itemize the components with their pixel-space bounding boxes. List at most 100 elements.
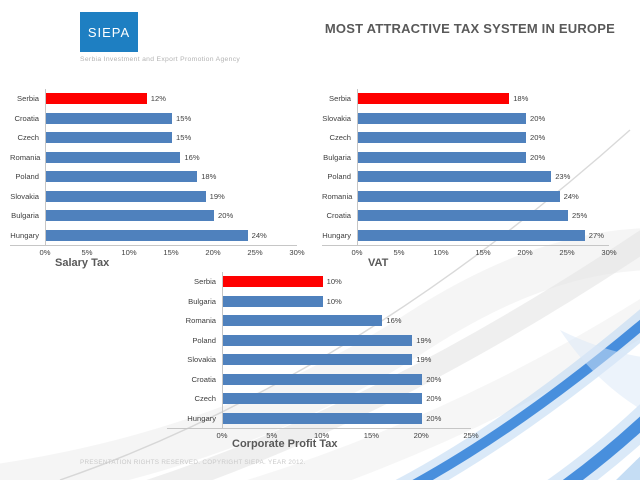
- x-axis-tick-label: 15%: [475, 248, 491, 257]
- bar-track: 20%: [222, 389, 517, 409]
- value-label: 20%: [426, 374, 442, 384]
- x-axis-tick-label: 20%: [205, 248, 221, 257]
- bar-row: Bulgaria 10%: [167, 291, 471, 311]
- bar-track: 19%: [45, 186, 343, 206]
- bar: [46, 229, 248, 241]
- value-label: 16%: [184, 152, 200, 162]
- bar-row: Slovakia 19%: [10, 186, 297, 206]
- bar-track: 12%: [45, 89, 343, 109]
- bar-track: 27%: [357, 225, 640, 245]
- x-axis-tick-label: 30%: [289, 248, 305, 257]
- category-label: Hungary: [322, 230, 351, 240]
- bar-row: Hungary 20%: [167, 408, 471, 428]
- category-label: Czech: [17, 133, 39, 143]
- bar-row: Poland 23%: [322, 167, 609, 187]
- x-axis-tick-label: 10%: [433, 248, 449, 257]
- value-label: 20%: [426, 413, 442, 423]
- copyright-footer: PRESENTATION RIGHTS RESERVED. COPYRIGHT …: [80, 459, 306, 466]
- category-label: Hungary: [187, 413, 216, 423]
- x-axis-tick-label: 0%: [351, 248, 363, 257]
- bar-row: Croatia 15%: [10, 108, 297, 128]
- corporate-profit-tax-chart-title: Corporate Profit Tax: [232, 438, 338, 450]
- highlighted-bar: [358, 93, 510, 105]
- bar-track: 20%: [45, 206, 343, 226]
- salary-tax-chart: Serbia 12% Croatia 15% Czech 15% Romania 16% Pol…: [10, 89, 310, 269]
- bar-track: 16%: [45, 147, 343, 167]
- bar-row: Bulgaria 20%: [322, 147, 609, 167]
- category-label: Serbia: [194, 277, 216, 287]
- value-label: 20%: [530, 152, 546, 162]
- category-label: Bulgaria: [323, 152, 351, 162]
- vat-chart-title: VAT: [368, 257, 389, 269]
- x-axis-tick-label: 5%: [266, 431, 278, 440]
- bar: [223, 373, 423, 385]
- x-axis-tick-label: 0%: [39, 248, 51, 257]
- vat-x-axis: 0% 5% 10% 15% 20% 25% 30%: [322, 248, 622, 259]
- bar-row: Romania 24%: [322, 186, 609, 206]
- category-label: Croatia: [191, 374, 216, 384]
- bar: [358, 190, 560, 202]
- siepa-logo: SIEPA: [80, 12, 138, 52]
- bar-track: 18%: [357, 89, 640, 109]
- bar-row: Romania 16%: [167, 311, 471, 331]
- category-label: Czech: [329, 133, 351, 143]
- x-axis-tick-label: 0%: [216, 431, 228, 440]
- category-label: Slovakia: [10, 191, 39, 201]
- bar-track: 19%: [222, 330, 517, 350]
- bar-track: 10%: [222, 272, 517, 292]
- category-label: Romania: [185, 316, 216, 326]
- value-label: 20%: [218, 211, 234, 221]
- x-axis-tick-label: 5%: [81, 248, 93, 257]
- category-label: Bulgaria: [188, 296, 216, 306]
- value-label: 23%: [555, 172, 571, 182]
- value-label: 20%: [426, 394, 442, 404]
- category-label: Poland: [192, 335, 216, 345]
- value-label: 18%: [513, 94, 529, 104]
- bar-track: 23%: [357, 167, 640, 187]
- bar-row: Hungary 24%: [10, 225, 297, 245]
- logo-tagline: Serbia Investment and Export Promotion A…: [80, 56, 241, 63]
- bar: [358, 112, 526, 124]
- bar: [223, 354, 413, 366]
- corporate-profit-tax-plot-area: Serbia 10% Bulgaria 10% Romania 16% Poland 19% S…: [167, 272, 471, 429]
- bar-row: Czech 15%: [10, 128, 297, 148]
- value-label: 19%: [416, 355, 432, 365]
- category-label: Romania: [10, 152, 41, 162]
- x-axis-tick-label: 5%: [393, 248, 405, 257]
- value-label: 15%: [176, 113, 192, 123]
- category-label: Hungary: [10, 230, 39, 240]
- x-axis-tick-label: 20%: [413, 431, 429, 440]
- bar: [223, 334, 413, 346]
- bar-track: 20%: [357, 128, 640, 148]
- x-axis-tick-label: 10%: [121, 248, 137, 257]
- slide-title: MOST ATTRACTIVE TAX SYSTEM IN EUROPE: [324, 21, 615, 36]
- value-label: 19%: [416, 335, 432, 345]
- value-label: 27%: [588, 230, 604, 240]
- bar-row: Serbia 10%: [167, 272, 471, 292]
- vat-plot-area: Serbia 18% Slovakia 20% Czech 20% Bulgaria 20% P…: [322, 89, 609, 246]
- bar-row: Serbia 18%: [322, 89, 609, 109]
- corporate-profit-tax-x-axis: 0% 5% 10% 15% 20% 25%: [167, 431, 482, 442]
- category-label: Czech: [194, 394, 216, 404]
- bar-row: Serbia 12%: [10, 89, 297, 109]
- bar: [358, 210, 568, 222]
- bar: [358, 229, 585, 241]
- value-label: 24%: [251, 230, 267, 240]
- value-label: 12%: [150, 94, 166, 104]
- bar: [223, 295, 323, 307]
- bar-track: 18%: [45, 167, 343, 187]
- value-label: 25%: [572, 211, 588, 221]
- bar: [223, 393, 423, 405]
- bar-row: Hungary 27%: [322, 225, 609, 245]
- x-axis-tick-label: 20%: [517, 248, 533, 257]
- bar-row: Poland 18%: [10, 167, 297, 187]
- value-label: 10%: [326, 277, 342, 287]
- bar-track: 15%: [45, 108, 343, 128]
- x-axis-tick-label: 25%: [247, 248, 263, 257]
- bar-track: 16%: [222, 311, 517, 331]
- bar-row: Bulgaria 20%: [10, 206, 297, 226]
- bar: [46, 171, 198, 183]
- x-axis-tick-label: 15%: [363, 431, 379, 440]
- bar-track: 20%: [357, 108, 640, 128]
